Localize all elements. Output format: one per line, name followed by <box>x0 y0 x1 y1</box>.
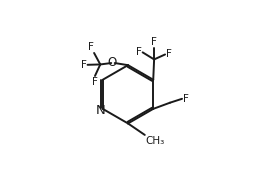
Text: F: F <box>136 47 142 57</box>
Text: O: O <box>108 56 117 69</box>
Text: F: F <box>151 37 157 47</box>
Text: F: F <box>81 60 87 70</box>
Text: F: F <box>88 42 93 52</box>
Text: F: F <box>92 77 98 87</box>
Text: F: F <box>166 49 172 59</box>
Text: CH₃: CH₃ <box>145 136 165 146</box>
Text: F: F <box>183 94 189 104</box>
Text: N: N <box>96 104 105 117</box>
